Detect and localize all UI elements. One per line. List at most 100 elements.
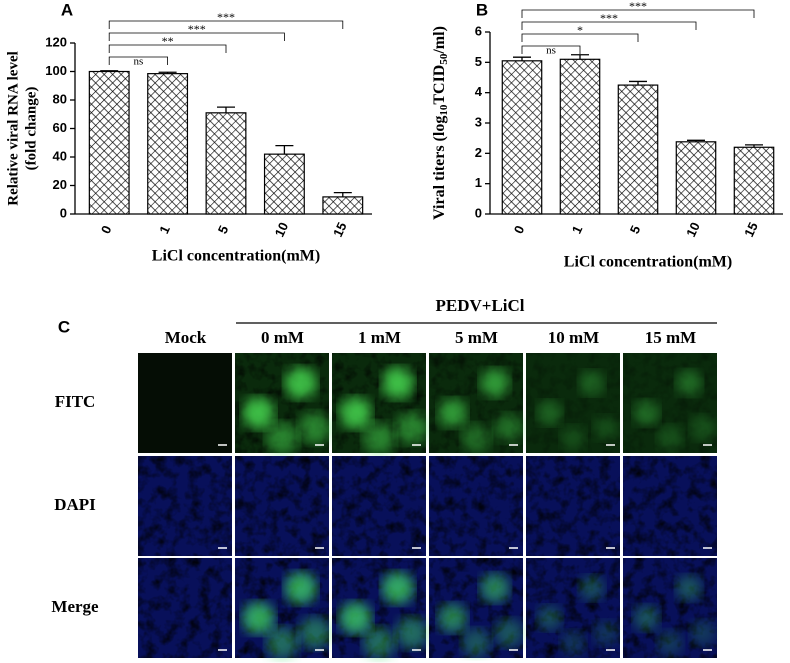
micrograph-signal <box>593 415 619 441</box>
micrograph-bg <box>138 353 232 453</box>
micrograph <box>138 353 232 453</box>
micrograph-signal <box>657 630 683 656</box>
micrograph-signal <box>363 627 395 659</box>
y-tick-label: 60 <box>53 120 67 135</box>
y-tick-label: 4 <box>475 84 483 99</box>
column-header: Mock <box>165 328 207 347</box>
x-axis-title: LiCl concentration(mM) <box>564 254 732 271</box>
column-header: 10 mM <box>548 328 599 347</box>
column-header: 15 mM <box>645 328 696 347</box>
micrograph-signal <box>266 422 298 454</box>
micrograph-texture <box>526 456 620 556</box>
significance-bracket <box>108 56 168 65</box>
row-header: FITC <box>55 392 96 411</box>
y-tick-label: 0 <box>60 205 67 220</box>
bar <box>559 58 601 215</box>
column-header: 1 mM <box>358 328 401 347</box>
micrograph-signal <box>676 370 702 396</box>
micrograph <box>332 558 428 659</box>
y-tick-label: 6 <box>475 23 482 38</box>
micrograph-signal <box>579 370 605 396</box>
significance-bracket <box>108 44 227 53</box>
significance-bracket <box>521 33 639 42</box>
micrograph-signal <box>242 602 275 634</box>
micrograph-signal <box>690 620 716 646</box>
column-header: 5 mM <box>455 328 498 347</box>
column-header: 0 mM <box>261 328 304 347</box>
y-axis-title-subscript: 10 <box>438 104 450 116</box>
y-axis-title: Relative viral RNA level <box>5 51 21 206</box>
significance-label: * <box>577 23 583 37</box>
x-tick-label: 0 <box>98 223 115 236</box>
micrograph-signal <box>633 400 660 426</box>
group-header: PEDV+LiCl <box>435 296 524 315</box>
error-bar <box>745 144 763 148</box>
bar <box>501 60 543 215</box>
error-bar <box>687 139 705 142</box>
micrograph <box>138 456 232 556</box>
error-bar <box>571 54 589 60</box>
micrograph-signal <box>395 412 428 444</box>
micrograph-texture <box>138 558 232 658</box>
significance-label: *** <box>629 0 647 13</box>
micrograph <box>526 353 620 453</box>
micrograph-signal <box>461 628 491 658</box>
micrograph <box>138 558 232 658</box>
micrograph <box>235 558 331 659</box>
micrograph-signal <box>537 400 562 426</box>
micrograph-signal <box>480 368 510 398</box>
micrograph <box>623 456 717 556</box>
significance-bracket <box>108 20 344 29</box>
micrograph-signal <box>339 397 372 429</box>
bar <box>147 73 189 215</box>
x-tick-label: 15 <box>741 220 761 239</box>
micrograph <box>235 456 329 556</box>
micrograph-signal <box>284 572 317 604</box>
y-tick-label: 100 <box>45 63 67 78</box>
error-bar <box>100 70 119 72</box>
significance-label: *** <box>600 11 618 25</box>
micrograph-texture <box>332 456 426 556</box>
micrograph-texture <box>429 456 523 556</box>
row-header: DAPI <box>54 495 96 514</box>
row-header: Merge <box>51 597 99 616</box>
x-tick-label: 5 <box>215 223 232 236</box>
micrograph-texture <box>623 456 717 556</box>
error-bar <box>513 56 531 61</box>
significance-label: ** <box>162 34 174 48</box>
micrograph-signal <box>480 573 510 603</box>
y-tick-label: 2 <box>475 145 482 160</box>
micrograph <box>332 353 428 454</box>
y-axis-title-part: TCID <box>431 65 448 105</box>
micrograph-signal <box>461 423 491 453</box>
y-tick-label: 80 <box>53 91 67 106</box>
significance-bracket <box>521 45 581 54</box>
micrograph-signal <box>633 605 660 631</box>
significance-label: ns <box>134 56 144 68</box>
significance-label: *** <box>188 22 206 36</box>
y-axis-title-part: /ml) <box>431 26 448 55</box>
micrograph-signal <box>298 617 331 649</box>
micrograph-signal <box>381 572 414 604</box>
micrograph <box>429 558 524 658</box>
micrograph-signal <box>657 425 683 451</box>
x-tick-label: 0 <box>511 223 528 236</box>
panel-label: B <box>476 0 488 19</box>
micrograph-signal <box>298 412 331 444</box>
micrograph-signal <box>381 367 414 399</box>
x-tick-label: 1 <box>156 223 173 236</box>
error-bar <box>158 71 177 74</box>
micrograph-signal <box>560 630 586 656</box>
micrograph <box>623 558 717 658</box>
micrograph <box>332 456 426 556</box>
micrograph-signal <box>242 397 275 429</box>
y-tick-label: 0 <box>475 205 482 220</box>
bar <box>322 196 364 215</box>
x-tick-label: 15 <box>330 220 350 239</box>
micrograph <box>623 353 717 453</box>
bar <box>617 84 659 215</box>
significance-label: *** <box>217 10 235 24</box>
micrograph-texture <box>235 456 329 556</box>
panel-label: A <box>61 0 73 19</box>
